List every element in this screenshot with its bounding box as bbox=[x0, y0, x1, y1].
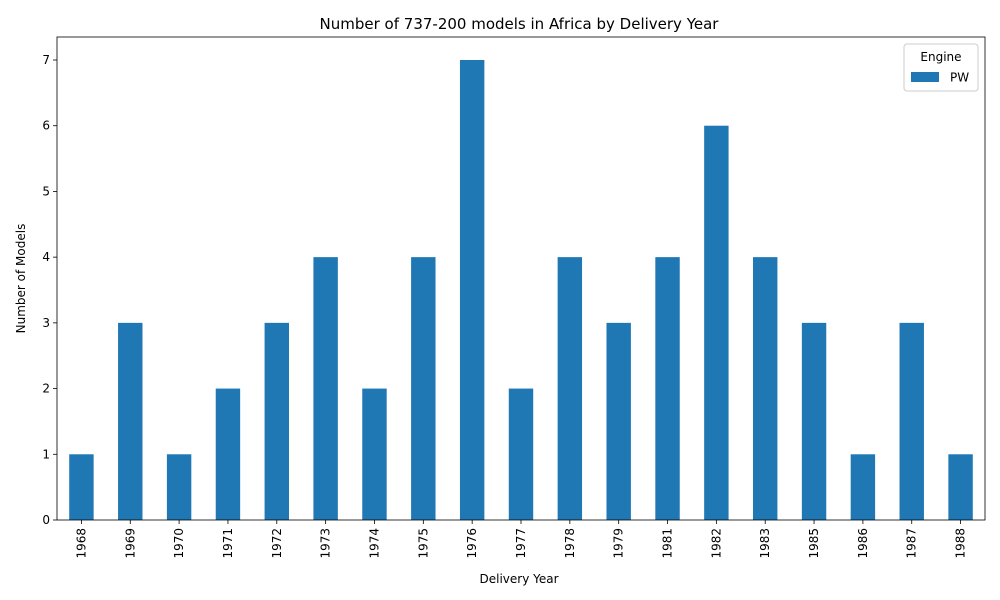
x-tick-label: 1981 bbox=[661, 528, 675, 559]
y-tick-label: 0 bbox=[42, 513, 50, 527]
x-tick-label: 1987 bbox=[905, 528, 919, 559]
y-tick-label: 3 bbox=[42, 316, 50, 330]
x-tick-label: 1986 bbox=[856, 528, 870, 559]
x-tick-label: 1985 bbox=[807, 528, 821, 559]
x-tick-label: 1968 bbox=[74, 528, 88, 559]
x-tick-label: 1974 bbox=[367, 528, 381, 559]
x-tick-label: 1979 bbox=[612, 528, 626, 559]
bar-1975 bbox=[411, 257, 436, 520]
x-tick-label: 1971 bbox=[221, 528, 235, 559]
x-tick-label: 1969 bbox=[123, 528, 137, 559]
bar-1982 bbox=[704, 125, 729, 520]
bar-1979 bbox=[606, 322, 631, 520]
bar-1987 bbox=[899, 322, 924, 520]
x-tick-label: 1970 bbox=[172, 528, 186, 559]
y-tick-label: 6 bbox=[42, 119, 50, 133]
bar-1971 bbox=[215, 388, 241, 520]
x-tick-label: 1978 bbox=[563, 528, 577, 559]
legend-swatch bbox=[911, 72, 939, 82]
bar-1981 bbox=[655, 257, 680, 520]
y-tick-label: 5 bbox=[42, 184, 50, 198]
bar-1977 bbox=[508, 388, 534, 520]
bar-1986 bbox=[850, 454, 876, 520]
bar-1970 bbox=[166, 454, 192, 520]
y-axis-ticks: 0 1 2 3 4 5 6 7 bbox=[42, 53, 57, 527]
x-tick-label: 1983 bbox=[758, 528, 772, 559]
legend: Engine PW bbox=[903, 43, 979, 92]
bar-1969 bbox=[118, 322, 143, 520]
x-tick-label: 1982 bbox=[709, 528, 723, 559]
bar-1973 bbox=[313, 257, 338, 520]
x-tick-label: 1972 bbox=[270, 528, 284, 559]
bar-1988 bbox=[948, 454, 973, 520]
bar-1972 bbox=[264, 322, 289, 520]
bar-1976 bbox=[459, 60, 485, 520]
bar-1974 bbox=[362, 388, 387, 520]
bar-1978 bbox=[557, 257, 583, 520]
x-axis-ticks: 1968 1969 1970 1971 1972 1973 1974 1975 1976 1977… bbox=[74, 520, 968, 559]
x-tick-label: 1976 bbox=[465, 528, 479, 559]
x-tick-label: 1973 bbox=[319, 528, 333, 559]
bar-1983 bbox=[753, 257, 778, 520]
bar-1985 bbox=[801, 322, 827, 520]
bars-group bbox=[69, 60, 973, 520]
chart-title: Number of 737-200 models in Africa by De… bbox=[320, 15, 720, 33]
plot-frame bbox=[56, 36, 986, 521]
y-tick-label: 7 bbox=[42, 53, 50, 67]
y-tick-label: 4 bbox=[42, 250, 50, 264]
legend-title: Engine bbox=[920, 50, 961, 64]
bar-1968 bbox=[69, 454, 94, 520]
x-tick-label: 1977 bbox=[514, 528, 528, 559]
y-axis-label: Number of Models bbox=[14, 224, 28, 334]
x-tick-label: 1975 bbox=[416, 528, 430, 559]
x-axis-label: Delivery Year bbox=[479, 572, 558, 586]
y-tick-label: 1 bbox=[42, 447, 50, 461]
x-tick-label: 1988 bbox=[954, 528, 968, 559]
legend-entry-label: PW bbox=[950, 71, 969, 85]
y-tick-label: 2 bbox=[42, 382, 50, 396]
